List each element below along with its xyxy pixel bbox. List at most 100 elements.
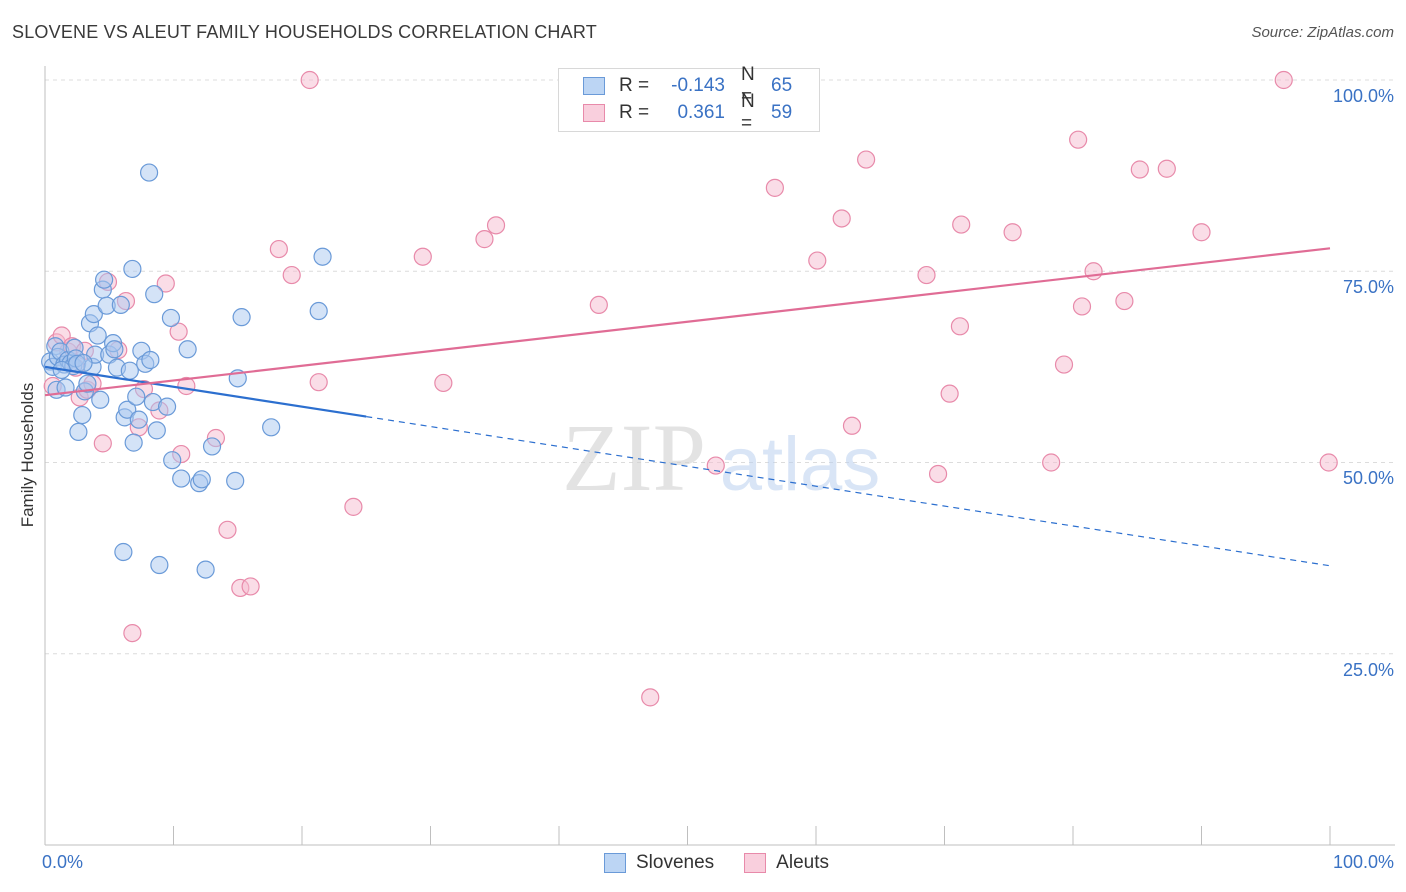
y-tick-label: 75.0% xyxy=(1342,277,1394,297)
aleuts-point xyxy=(1069,130,1088,149)
legend-n-value: 59 xyxy=(771,102,793,123)
slovenes-point xyxy=(111,295,130,315)
gridlines xyxy=(45,79,1395,655)
slovenes-point xyxy=(313,247,332,266)
legend-r-label: R = xyxy=(619,75,650,96)
y-tick-label: 50.0% xyxy=(1342,468,1394,488)
aleuts-point xyxy=(218,520,237,539)
aleuts-point xyxy=(413,247,432,266)
aleuts-point xyxy=(269,239,288,259)
x-tick-label-min: 0.0% xyxy=(42,852,84,872)
slovenes-point xyxy=(147,421,166,440)
legend-n-label: N = xyxy=(741,64,755,107)
slovenes-point xyxy=(226,471,245,490)
aleuts-point xyxy=(952,215,971,234)
watermark-zip: ZIP xyxy=(562,404,706,511)
slovenes-point xyxy=(309,301,328,321)
aleuts-point xyxy=(857,150,876,169)
slovenes-point xyxy=(192,470,211,489)
y-tick-label: 100.0% xyxy=(1332,86,1394,106)
trend-lines xyxy=(44,247,1331,567)
aleuts-point xyxy=(486,216,506,235)
slovenes-point xyxy=(127,387,146,406)
slovenes-point xyxy=(163,451,182,470)
aleuts-point xyxy=(589,295,608,315)
aleuts-point xyxy=(928,464,948,484)
aleuts-point xyxy=(1042,453,1061,472)
aleuts-point xyxy=(241,577,260,596)
slovenes-point xyxy=(139,163,159,182)
slovenes-point xyxy=(84,304,103,324)
aleuts-point xyxy=(93,434,112,453)
axes xyxy=(44,66,1395,846)
slovenes-point xyxy=(196,560,215,579)
legend-row-slovenes: R = -0.143 N = 65 xyxy=(583,64,793,107)
slovenes-point xyxy=(114,542,133,562)
slovenes-point xyxy=(69,422,88,441)
slovenes-point xyxy=(178,340,197,359)
aleuts-point xyxy=(1072,297,1092,316)
legend-swatch-blue xyxy=(604,853,626,873)
aleuts-point xyxy=(842,416,862,435)
legend-r-label: R = xyxy=(619,102,650,123)
aleuts-point xyxy=(1003,223,1022,242)
slovenes-point xyxy=(124,433,143,452)
y-tick-label: 25.0% xyxy=(1342,660,1394,680)
slovenes-point xyxy=(91,390,110,409)
legend-label: Aleuts xyxy=(776,852,829,873)
slovenes-trend-extension xyxy=(366,416,1331,567)
slovenes-point xyxy=(120,361,139,380)
aleuts-point xyxy=(1130,160,1149,179)
aleuts-point xyxy=(475,230,494,249)
y-axis-label: Family Households xyxy=(18,382,37,528)
slovenes-point xyxy=(118,400,137,419)
legend-n-value: 65 xyxy=(771,75,793,96)
aleuts-point xyxy=(765,178,784,197)
aleuts-point xyxy=(808,251,827,270)
aleuts-point xyxy=(156,274,175,293)
slovenes-point xyxy=(157,397,177,416)
stats-legend: R = -0.143 N = 65 R = 0.361 N = 59 xyxy=(558,64,820,134)
aleuts-point xyxy=(123,623,142,643)
slovenes-point xyxy=(88,326,107,345)
aleuts-point xyxy=(940,384,959,403)
aleuts-point xyxy=(344,497,363,516)
slovenes-point xyxy=(145,285,164,304)
slovenes-point xyxy=(141,350,160,370)
slovenes-point xyxy=(74,353,93,373)
slovenes-point xyxy=(73,405,92,425)
legend-swatch-pink xyxy=(744,853,767,873)
aleuts-point xyxy=(300,70,319,90)
slovenes-point xyxy=(123,259,142,279)
aleuts-point xyxy=(1054,355,1074,374)
aleuts-point xyxy=(1084,262,1103,281)
legend-swatch-pink xyxy=(583,104,605,122)
aleuts-point xyxy=(1115,291,1134,311)
legend-r-value: 0.361 xyxy=(677,102,725,123)
slovenes-point xyxy=(150,555,169,575)
chart-title: SLOVENE VS ALEUT FAMILY HOUSEHOLDS CORRE… xyxy=(12,22,597,42)
aleuts-point xyxy=(1192,223,1211,242)
legend-item-slovenes: Slovenes xyxy=(604,852,714,874)
aleuts-point xyxy=(1157,159,1176,178)
watermark: ZIP atlas xyxy=(562,404,880,511)
aleuts-point xyxy=(169,322,188,341)
slovenes-point xyxy=(172,469,191,488)
aleuts-point xyxy=(282,265,301,285)
aleuts-point xyxy=(1319,453,1338,472)
aleuts-points xyxy=(43,70,1338,707)
aleuts-point xyxy=(641,688,660,707)
legend-label: Slovenes xyxy=(636,852,715,873)
aleuts-point xyxy=(832,209,851,228)
legend-swatch-blue xyxy=(583,77,605,95)
aleuts-point xyxy=(434,373,453,393)
slovenes-point xyxy=(262,418,281,437)
x-tick-label-max: 100.0% xyxy=(1332,852,1394,872)
watermark-atlas: atlas xyxy=(720,422,881,507)
slovenes-points xyxy=(41,163,332,579)
slovenes-point xyxy=(202,437,222,456)
slovenes-point xyxy=(129,410,148,429)
slovenes-point xyxy=(78,374,97,393)
slovenes-point xyxy=(161,308,181,328)
